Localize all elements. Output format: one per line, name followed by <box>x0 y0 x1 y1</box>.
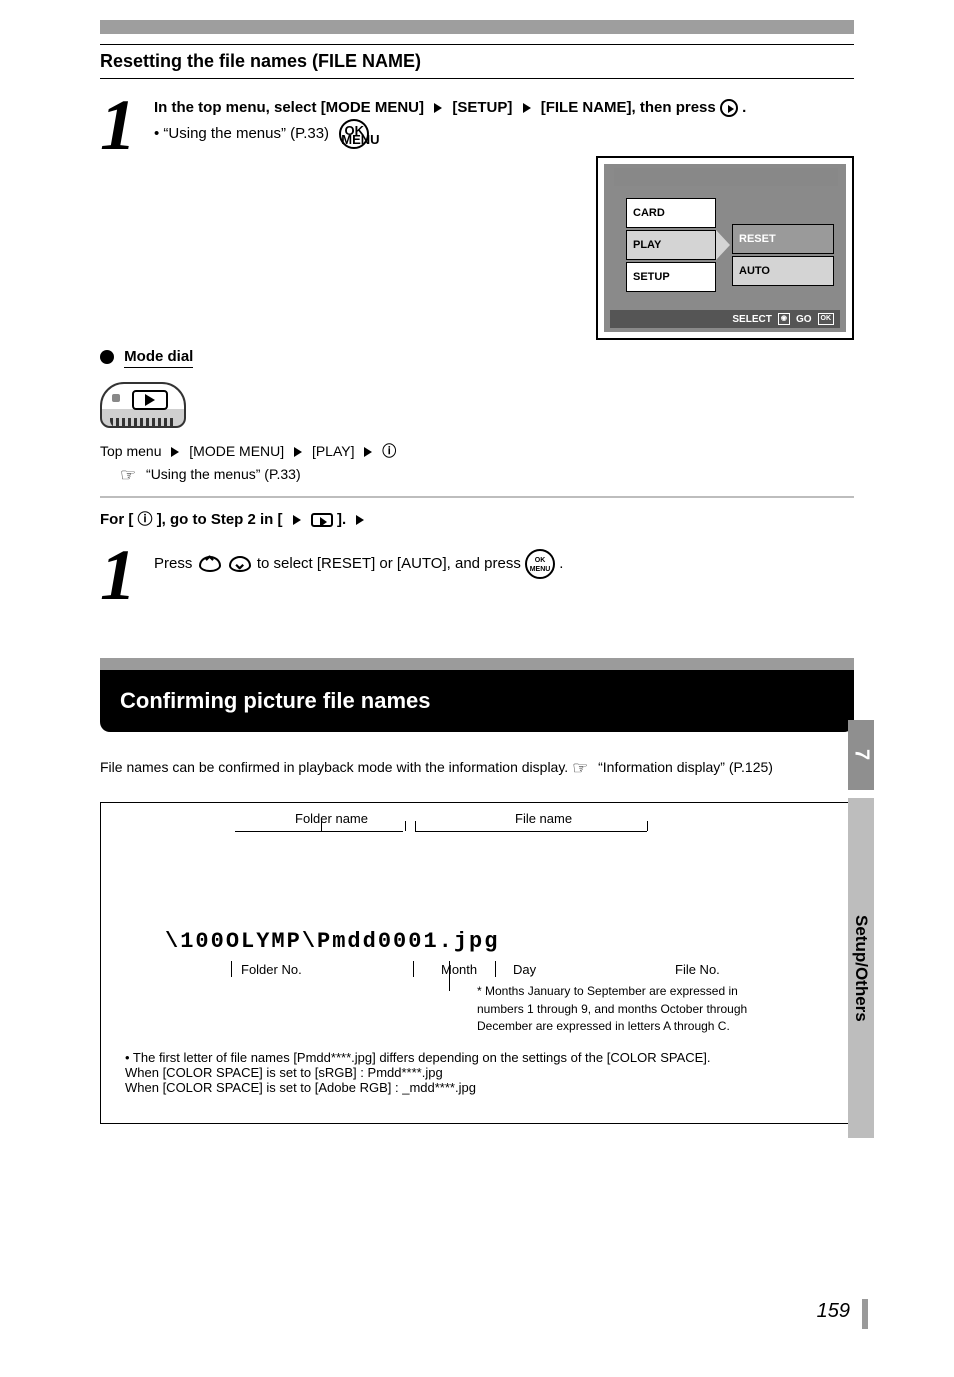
lcd-row-setup: SETUP <box>626 262 716 292</box>
step1-tail: . <box>742 99 746 116</box>
step-2: 1 Press ⌃ ⌄ to select [RESET] or [AUTO],… <box>100 543 854 608</box>
hand-pointer-icon: ☞ <box>120 465 136 486</box>
hand-pointer-icon: ☞ <box>572 754 588 783</box>
side-tab-caption: Setup/Others <box>848 798 874 1138</box>
triangle-sep-icon <box>434 103 442 113</box>
file-name-label: File name <box>515 811 572 826</box>
tm2: [PLAY] <box>312 443 358 459</box>
separator <box>100 496 854 498</box>
anno-folderno: Folder No. <box>241 962 317 977</box>
lcd-select-label: SELECT <box>732 314 771 325</box>
step-1-text: In the top menu, select [MODE MENU] [SET… <box>154 93 854 149</box>
down-arrow-icon: ⌄ <box>229 556 251 572</box>
triangle-sep-icon <box>171 447 179 457</box>
gh-tail: ]. <box>337 511 346 528</box>
page-number: 159 <box>817 1300 850 1323</box>
extra3-pre: When [COLOR SPACE] is set to [Adobe RGB] <box>125 1080 391 1095</box>
step-number-1: 1 <box>100 93 136 158</box>
lcd-row-play: PLAY <box>626 230 716 260</box>
play-badge-small-icon <box>311 513 333 527</box>
lcd-opt-reset: RESET <box>732 224 834 254</box>
side-tab-number: 7 <box>848 720 874 790</box>
lcd-arrow-icon <box>716 230 730 260</box>
gh-post: ], go to Step 2 in [ <box>157 511 283 528</box>
info-icon: ⓘ <box>138 511 153 528</box>
top-gray-bar <box>100 20 854 34</box>
s2-post: . <box>559 555 563 572</box>
black-band-title: Confirming picture file names <box>120 688 431 713</box>
anno-month: Month <box>441 962 501 977</box>
triangle-sep-icon <box>356 515 364 525</box>
play-icon <box>132 390 168 410</box>
step-2-text: Press ⌃ ⌄ to select [RESET] or [AUTO], a… <box>154 543 563 579</box>
tm1: [MODE MENU] <box>189 443 288 459</box>
filename-sample: \100OLYMP\Pmdd0001.jpg <box>165 929 829 954</box>
step-number-2: 1 <box>100 543 136 608</box>
mode-dial-label: Mode dial <box>124 348 193 368</box>
lcd-opt-auto: AUTO <box>732 256 834 286</box>
triangle-sep-icon <box>293 515 301 525</box>
s2-mid: to select [RESET] or [AUTO], and press <box>257 555 525 572</box>
gh-pre: For [ <box>100 511 133 528</box>
fs-p: P <box>317 929 332 954</box>
lcd-bottom-bar: SELECT ◉ GO OK <box>610 310 840 328</box>
filename-extra: • The first letter of file names [Pmdd**… <box>125 1050 829 1095</box>
anno-day: Day <box>503 962 673 977</box>
step1-bullet: • <box>154 125 163 142</box>
d-right-icon <box>720 99 738 117</box>
intro-paragraph: File names can be confirmed in playback … <box>100 754 854 783</box>
extra1: • The first letter of file names [Pmdd**… <box>125 1050 829 1065</box>
triangle-sep-icon <box>294 447 302 457</box>
filename-brackets: Folder name File name <box>325 825 829 889</box>
up-arrow-icon: ⌃ <box>199 556 221 572</box>
lcd-row-card: CARD <box>626 198 716 228</box>
folder-name-label: Folder name <box>295 811 368 826</box>
topmenu-ref: ☞ “Using the menus” (P.33) <box>100 465 854 486</box>
topmenu-breadcrumb: Top menu [MODE MENU] [PLAY] ⓘ <box>100 441 854 461</box>
mode-dial-heading: Mode dial <box>100 348 854 368</box>
triangle-sep-icon <box>364 447 372 457</box>
lcd-title <box>614 168 838 186</box>
ok-menu-icon: OKMENU <box>525 549 555 579</box>
lcd-screenshot: CARD PLAY SETUP RESET AUTO SELECT ◉ GO O… <box>596 156 854 340</box>
section-title-text: Resetting the file names (FILE NAME) <box>100 51 421 71</box>
corner-mark <box>862 1299 868 1329</box>
ok-small-icon: OK <box>818 313 835 325</box>
fs-num: 0001.jpg <box>378 929 500 954</box>
filename-annotations: Folder No. Month Day File No. <box>241 962 829 977</box>
intro-ref: “Information display” (P.125) <box>598 759 773 775</box>
filename-diagram: Folder name File name \100OLYMP\Pmdd0001… <box>100 802 854 1123</box>
extra2-pre: When [COLOR SPACE] is set to [sRGB] <box>125 1065 357 1080</box>
info-icon: ⓘ <box>382 443 396 459</box>
step1-line1: In the top menu, select [MODE MENU] <box>154 99 428 116</box>
black-section-header: Confirming picture file names <box>100 658 854 732</box>
month-note: * Months January to September are expres… <box>477 983 777 1035</box>
nav-pad-icon: ◉ <box>778 313 790 325</box>
fs-m: mdd <box>332 929 378 954</box>
step-1: 1 In the top menu, select [MODE MENU] [S… <box>100 93 854 158</box>
step1-line3: [FILE NAME], then press <box>541 99 720 116</box>
triangle-sep-icon <box>523 103 531 113</box>
ref-link: “Using the menus” (P.33) <box>146 466 301 482</box>
anno-fileno: File No. <box>675 962 803 977</box>
lcd-go-label: GO <box>796 314 812 325</box>
fs-mid: OLYMP\ <box>226 929 317 954</box>
step1-line2: [SETUP] <box>452 99 516 116</box>
fs-left: \100 <box>165 929 226 954</box>
bullet-dot-icon <box>100 350 114 364</box>
ok-menu-icon: OKMENU <box>339 119 369 149</box>
step1-note: “Using the menus” (P.33) <box>163 125 329 142</box>
section-title: Resetting the file names (FILE NAME) <box>100 44 854 79</box>
extra2-val: : Pmdd****.jpg <box>360 1065 442 1080</box>
extra3-val: : _mdd****.jpg <box>395 1080 476 1095</box>
tm0: Top menu <box>100 443 165 459</box>
mode-dial-icon <box>100 382 186 428</box>
lcd-inner: CARD PLAY SETUP RESET AUTO SELECT ◉ GO O… <box>604 164 846 332</box>
grouped-instruction: For [ ⓘ ], go to Step 2 in [ ]. <box>100 508 854 529</box>
mode-dial-illustration <box>100 382 854 431</box>
s2-pre: Press <box>154 555 197 572</box>
intro-para: File names can be confirmed in playback … <box>100 759 572 775</box>
